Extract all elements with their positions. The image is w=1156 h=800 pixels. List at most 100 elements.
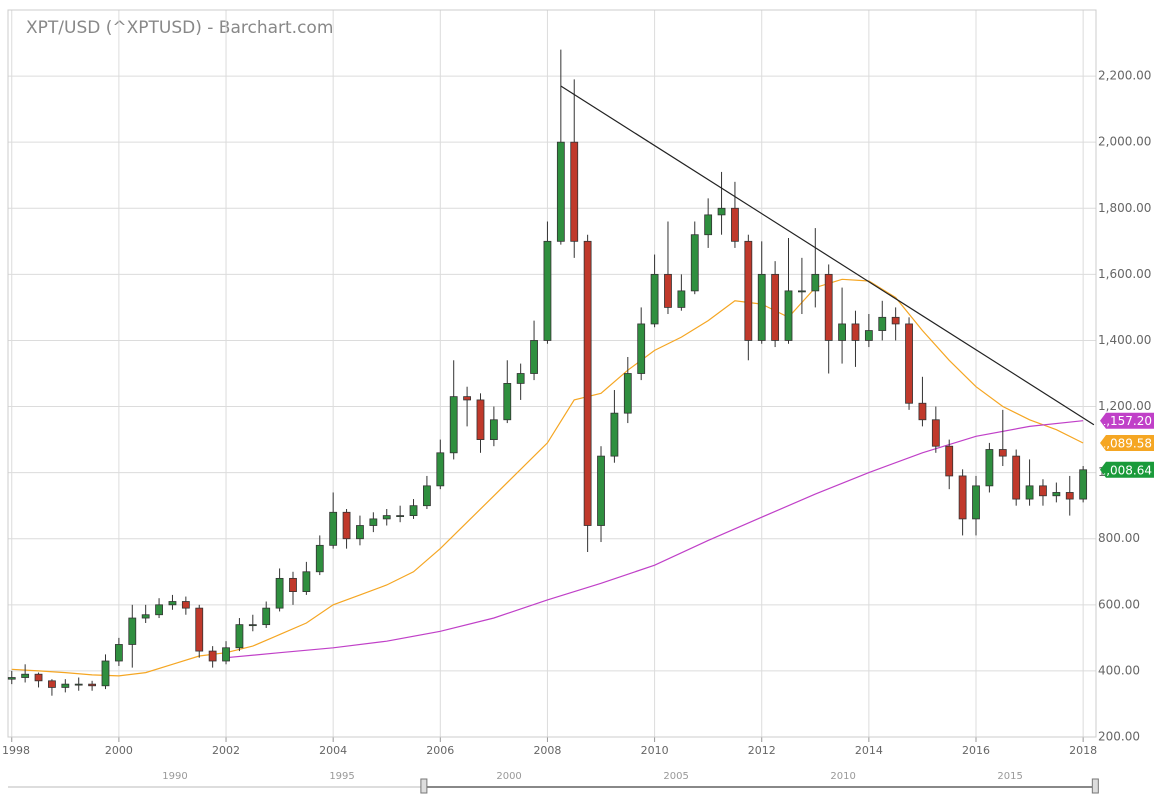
candle-body [1065,492,1074,500]
candle-body [744,240,753,341]
y-tick-label: 1,400.00 [1098,333,1151,347]
candle-body [570,141,579,242]
y-tick-label: 1,200.00 [1098,399,1151,413]
candle-body [918,402,927,421]
candle-body [7,677,16,680]
last-value-box [1100,435,1154,452]
candle-body [382,515,391,520]
candle-body [637,323,646,374]
x-tick-label: 2006 [426,744,454,757]
candle-body [181,601,190,609]
chart-title: XPT/USD (^XPTUSD) - Barchart.com [26,18,333,38]
candle-body [798,290,806,293]
candle-body [650,273,659,325]
y-tick-label: 200.00 [1098,730,1140,744]
candle-body [34,673,43,682]
candle-body [931,419,940,447]
x-tick-label: 2016 [962,744,990,757]
candle-body [717,207,726,216]
candle-body [289,577,297,593]
x-tick-label: 2002 [212,744,240,757]
candle-body [1039,485,1047,497]
candle-body [784,290,793,341]
candle-body [208,650,217,662]
last-value-box [1100,412,1154,429]
candle-body [463,396,471,401]
candle-body [21,673,30,678]
candle-body [731,207,739,242]
candle-body [690,234,699,292]
candle-body [556,141,565,242]
candle-body [476,399,485,440]
candle-body [878,316,887,331]
last-value-label: 1,008.64 [1099,463,1152,477]
candle-body [1079,469,1088,500]
candle-body [329,511,338,546]
x-tick-label: 2012 [748,744,776,757]
navigator-label: 2005 [663,771,688,782]
candle-body [168,601,177,606]
candle-body [248,624,257,627]
candle-body [489,419,498,440]
last-value-label: 1,157.20 [1099,414,1152,428]
candle-body [369,518,378,526]
candle-body [195,607,204,652]
candle-body [757,273,766,341]
candle-body [74,683,83,686]
candle-body [449,396,458,454]
candle-body [623,373,632,414]
navigator-label: 2010 [830,771,855,782]
candle-body [48,680,56,688]
candle-body [838,323,846,341]
candle-body [824,273,833,341]
navigator-label: 1995 [329,771,354,782]
candle-body [610,412,619,457]
candle-body [436,452,445,487]
moving-average [225,420,1084,659]
candle-body [1012,455,1021,500]
candle-body [851,323,860,341]
candle-body [141,614,150,619]
candle-body [396,515,405,517]
y-tick-label: 1,600.00 [1098,267,1151,281]
plot-border [7,9,1097,738]
candle-body [262,607,271,626]
candle-body [423,485,431,507]
navigator-handle[interactable] [1091,778,1099,794]
navigator-handle[interactable] [420,778,428,794]
candle-body [342,511,351,540]
candle-body [302,571,311,592]
candle-body [945,445,954,477]
candle-body [114,644,123,662]
candle-body [1052,492,1061,497]
candle-body [315,544,324,573]
candle-body [516,373,525,384]
last-value-box [1100,461,1154,478]
candle-body [61,683,70,688]
last-value-label: 1,089.58 [1099,437,1152,451]
candle-body [958,475,967,520]
y-tick-label: 400.00 [1098,663,1140,677]
candle-body [543,240,552,341]
candle-body [503,383,512,421]
candle-body [891,316,900,325]
y-tick-label: 800.00 [1098,531,1140,545]
candle-body [1025,485,1034,500]
navigator-label: 2015 [997,771,1022,782]
y-tick-label: 600.00 [1098,597,1140,611]
candle-body [530,340,538,374]
x-tick-label: 2010 [641,744,669,757]
x-tick-label: 2004 [319,744,347,757]
y-tick-label: 1,800.00 [1098,201,1151,215]
candle-body [905,323,913,404]
candle-body [128,617,137,645]
candle-body [409,505,418,516]
trendline [560,85,1095,426]
candle-body [704,214,713,236]
x-tick-label: 2000 [105,744,133,757]
candle-body [356,525,364,540]
candle-body [275,577,284,609]
x-tick-label: 2014 [855,744,883,757]
